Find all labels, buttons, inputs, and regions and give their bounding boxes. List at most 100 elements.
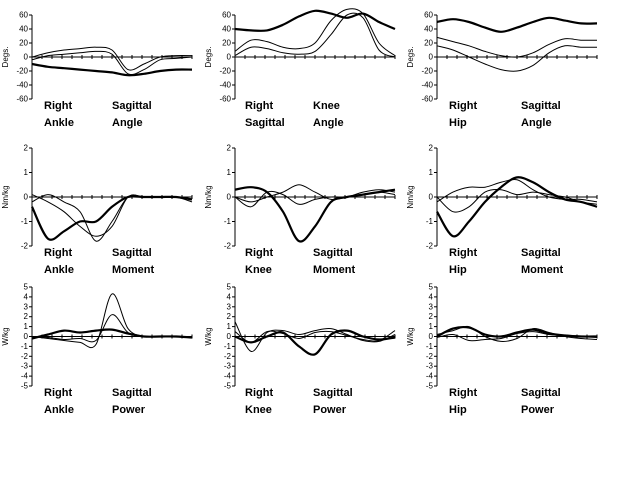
series-line-1 xyxy=(436,16,598,33)
y-tick-label: 4 xyxy=(227,292,232,301)
y-tick-label: 60 xyxy=(222,11,231,20)
caption-label: Power xyxy=(521,404,555,416)
series-line-3 xyxy=(234,190,396,208)
caption-label: Knee xyxy=(245,404,272,416)
y-tick-label: -1 xyxy=(224,342,232,351)
y-tick-label: 0 xyxy=(227,332,232,341)
y-tick-label: 3 xyxy=(24,302,29,311)
y-tick-label: -60 xyxy=(16,95,28,104)
chart-panel-3: 60 40 20 0 -20 -40 -60 Degs. Right Sagittal Hip Ang… xyxy=(406,11,598,129)
caption-label: Ankle xyxy=(44,264,74,276)
y-tick-label: -60 xyxy=(421,95,433,104)
y-axis-label: Degs. xyxy=(406,47,415,68)
y-tick-label: -2 xyxy=(224,242,232,251)
series-line-2 xyxy=(436,325,598,342)
y-tick-label: -1 xyxy=(21,342,29,351)
y-tick-label: 20 xyxy=(424,39,433,48)
caption-label: Hip xyxy=(449,404,467,416)
y-tick-label: -1 xyxy=(426,342,434,351)
caption-label: Sagittal xyxy=(112,387,152,399)
y-tick-label: 40 xyxy=(424,25,433,34)
caption-label: Sagittal xyxy=(313,387,353,399)
series-line-3 xyxy=(234,330,396,343)
caption-label: Right xyxy=(44,387,72,399)
y-tick-label: 40 xyxy=(19,25,28,34)
y-tick-label: 4 xyxy=(429,292,434,301)
y-tick-label: 1 xyxy=(429,322,434,331)
caption-label: Sagittal xyxy=(112,247,152,259)
y-tick-label: 0 xyxy=(24,332,29,341)
y-tick-label: 2 xyxy=(24,312,29,321)
caption-label: Sagittal xyxy=(112,100,152,112)
y-tick-label: 4 xyxy=(24,292,29,301)
y-axis-label: Nm/kg xyxy=(1,185,10,208)
caption-label: Power xyxy=(112,404,146,416)
chart-panel-1: 60 40 20 0 -20 -40 -60 Degs. Right Sagittal Ankle A… xyxy=(1,11,193,129)
y-tick-label: 5 xyxy=(429,283,434,292)
y-tick-label: 0 xyxy=(429,332,434,341)
y-tick-label: -20 xyxy=(16,67,28,76)
y-tick-label: -3 xyxy=(21,362,29,371)
y-axis-label: W/kg xyxy=(406,327,415,345)
series-line-3 xyxy=(436,331,598,342)
caption-label: Angle xyxy=(313,117,344,129)
series-line-3 xyxy=(234,12,396,58)
series-line-2 xyxy=(234,8,396,57)
y-tick-label: 2 xyxy=(227,312,232,321)
y-tick-label: -4 xyxy=(224,372,232,381)
series-line-2 xyxy=(436,36,598,58)
y-tick-label: 2 xyxy=(227,144,232,153)
y-tick-label: 0 xyxy=(227,193,232,202)
series-line-1 xyxy=(234,9,396,32)
y-tick-label: -2 xyxy=(21,242,29,251)
y-tick-label: 60 xyxy=(19,11,28,20)
caption-label: Right xyxy=(245,100,273,112)
chart-panel-2: 60 40 20 0 -20 -40 -60 Degs. Right Knee Sagittal An… xyxy=(204,8,396,129)
y-tick-label: 0 xyxy=(429,53,434,62)
y-axis-label: W/kg xyxy=(204,327,213,345)
y-tick-label: 1 xyxy=(24,168,29,177)
caption-label: Angle xyxy=(112,117,143,129)
series-line-2 xyxy=(31,46,193,71)
caption-label: Ankle xyxy=(44,404,74,416)
caption-label: Right xyxy=(44,100,72,112)
y-tick-label: 5 xyxy=(24,283,29,292)
caption-label: Knee xyxy=(313,100,340,112)
y-tick-label: -5 xyxy=(224,382,232,391)
series-line-1 xyxy=(234,329,396,356)
y-tick-label: -40 xyxy=(421,81,433,90)
series-line-3 xyxy=(31,50,193,76)
caption-label: Sagittal xyxy=(521,247,561,259)
series-line-2 xyxy=(234,321,396,352)
y-axis-label: Nm/kg xyxy=(406,185,415,208)
y-tick-label: 20 xyxy=(19,39,28,48)
series-line-3 xyxy=(31,314,192,343)
y-tick-label: 40 xyxy=(222,25,231,34)
y-tick-label: 2 xyxy=(429,144,434,153)
caption-label: Right xyxy=(245,247,273,259)
caption-label: Right xyxy=(449,247,477,259)
caption-label: Moment xyxy=(313,264,356,276)
y-tick-label: -3 xyxy=(426,362,434,371)
series-line-2 xyxy=(31,194,193,237)
y-tick-label: 0 xyxy=(24,53,29,62)
caption-label: Moment xyxy=(112,264,155,276)
caption-label: Sagittal xyxy=(245,117,285,129)
y-tick-label: 0 xyxy=(24,193,29,202)
y-tick-label: -20 xyxy=(219,67,231,76)
caption-label: Right xyxy=(449,387,477,399)
y-tick-label: -2 xyxy=(224,352,232,361)
caption-label: Right xyxy=(245,387,273,399)
y-tick-label: 5 xyxy=(227,283,232,292)
caption-label: Knee xyxy=(245,264,272,276)
y-tick-label: -1 xyxy=(426,217,434,226)
y-tick-label: 0 xyxy=(429,193,434,202)
y-axis-label: Degs. xyxy=(1,47,10,68)
y-tick-label: -4 xyxy=(426,372,434,381)
y-tick-label: 2 xyxy=(429,312,434,321)
caption-label: Sagittal xyxy=(313,247,353,259)
